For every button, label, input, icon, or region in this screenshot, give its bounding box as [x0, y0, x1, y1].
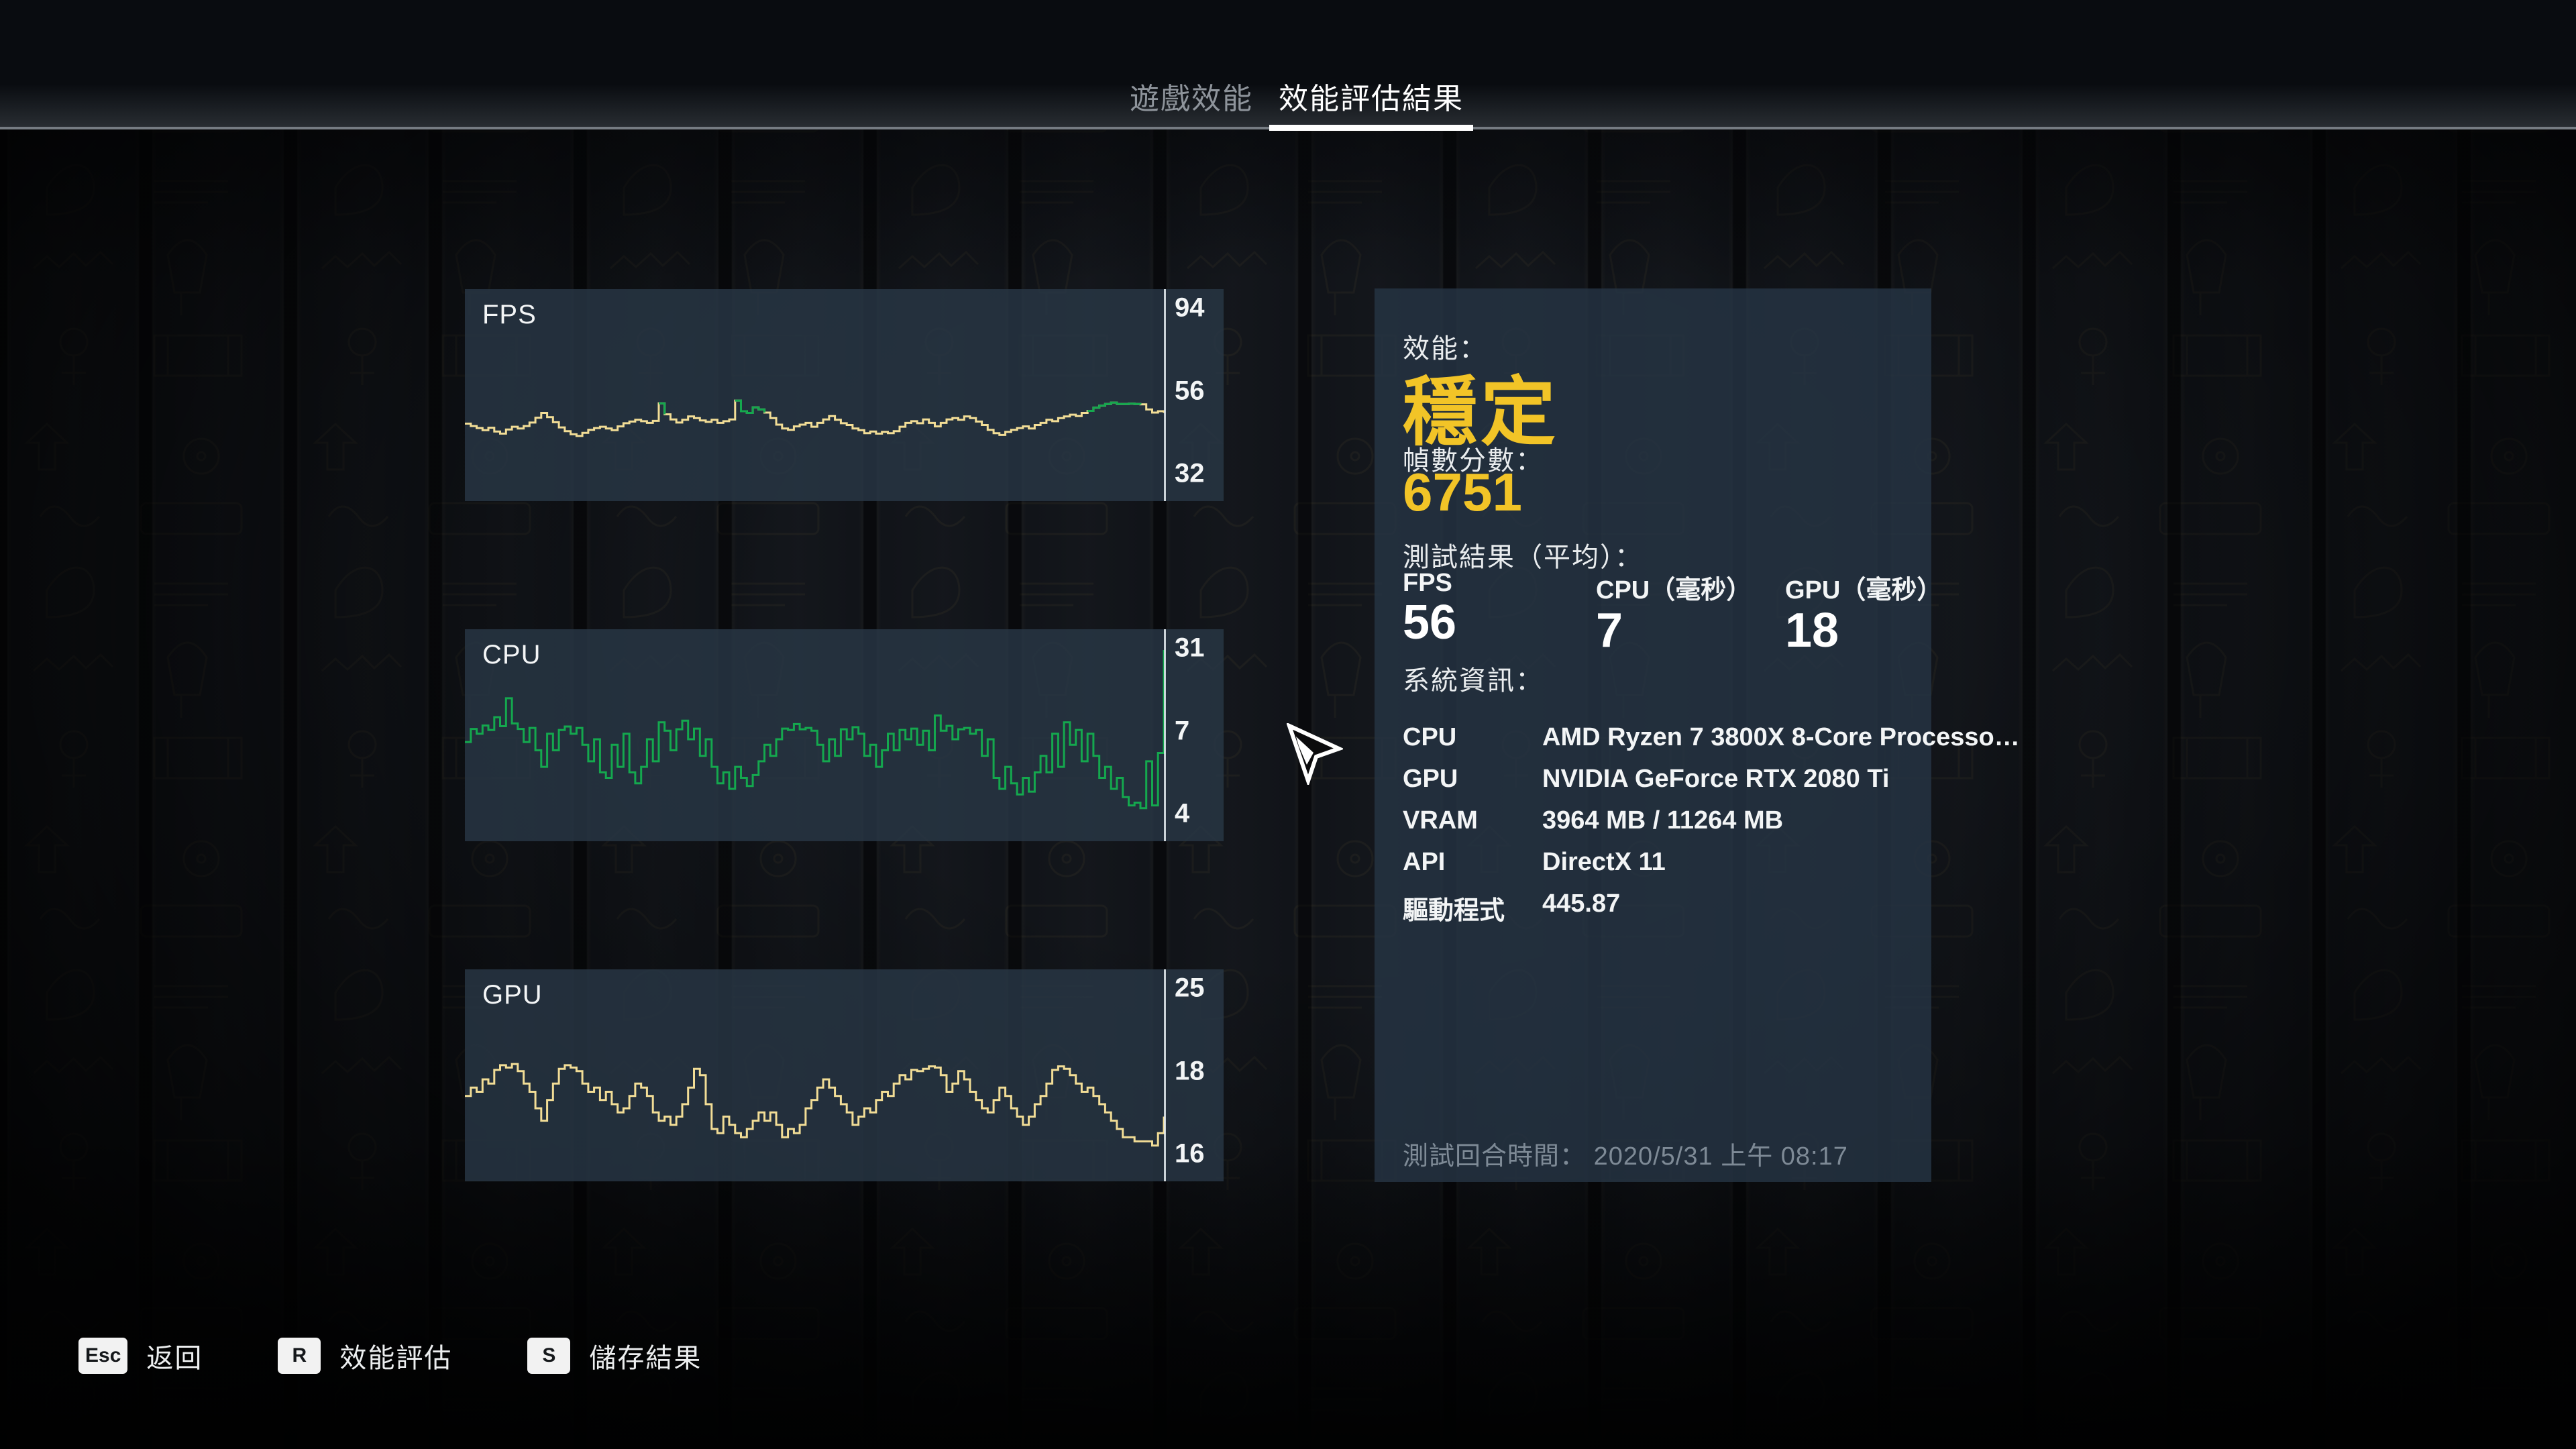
system-info-row-api: API DirectX 11 [1403, 848, 1913, 890]
fps-chart-panel: FPS 94 56 32 [465, 289, 1224, 501]
average-fps-value: 56 [1403, 596, 1457, 649]
performance-value: 穩定 [1403, 370, 1558, 454]
system-cpu-value: AMD Ryzen 7 3800X 8-Core Processo… [1542, 723, 2020, 751]
r-keycap: R [278, 1338, 321, 1374]
hotkey-return[interactable]: Esc 返回 [78, 1336, 203, 1375]
gpu-chart-title: GPU [482, 980, 543, 1010]
fps-axis-avg: 56 [1175, 376, 1205, 406]
system-api-value: DirectX 11 [1542, 848, 1666, 876]
gpu-axis-max: 25 [1175, 973, 1205, 1003]
average-gpu-value: 18 [1785, 604, 1839, 657]
system-driver-label: 驅動程式 [1403, 897, 1505, 925]
system-info-row-vram: VRAM 3964 MB / 11264 MB [1403, 806, 1913, 848]
hotkey-save-results[interactable]: S 儲存結果 [527, 1336, 702, 1375]
system-gpu-label: GPU [1403, 765, 1458, 793]
tab-benchmark-results-label: 效能評估結果 [1279, 83, 1464, 115]
timestamp-value: 2020/5/31 上午 08:17 [1593, 1142, 1848, 1171]
tab-benchmark-results[interactable]: 效能評估結果 [1269, 78, 1473, 131]
gpu-line-chart [465, 1063, 1165, 1147]
average-cpu-stat: CPU（毫秒） 7 [1596, 569, 1752, 657]
fps-chart-title: FPS [482, 300, 537, 329]
frame-score-value: 6751 [1403, 462, 1522, 522]
average-gpu-label: GPU（毫秒） [1785, 576, 1943, 604]
average-cpu-value: 7 [1596, 604, 1623, 657]
gpu-axis-min: 16 [1175, 1138, 1205, 1169]
hotkey-save-results-label: 儲存結果 [589, 1344, 702, 1373]
cpu-axis-line [1164, 629, 1166, 841]
frame-score-label: 幀數分數： [1403, 446, 1544, 476]
system-cpu-label: CPU [1403, 723, 1457, 751]
gpu-axis-line [1164, 969, 1166, 1181]
s-keycap: S [527, 1338, 571, 1374]
hotkey-bar: Esc 返回 R 效能評估 S 儲存結果 [78, 1336, 702, 1375]
average-cpu-label: CPU（毫秒） [1596, 576, 1752, 604]
fps-line-chart [465, 399, 1165, 437]
system-vram-value: 3964 MB / 11264 MB [1542, 806, 1784, 835]
fps-axis-min: 32 [1175, 458, 1205, 488]
system-info-section-label: 系統資訊： [1403, 666, 1544, 696]
system-info-row-driver: 驅動程式 445.87 [1403, 890, 1913, 931]
cpu-axis-max: 31 [1175, 633, 1205, 663]
system-gpu-value: NVIDIA GeForce RTX 2080 Ti [1542, 765, 1890, 793]
esc-keycap: Esc [78, 1338, 128, 1374]
averages-section-label: 測試結果（平均）： [1403, 543, 1643, 572]
average-fps-label: FPS [1403, 569, 1452, 597]
cpu-chart-title: CPU [482, 640, 541, 669]
system-driver-value: 445.87 [1542, 890, 1621, 918]
system-api-label: API [1403, 848, 1446, 876]
timestamp-label: 測試回合時間： [1403, 1142, 1587, 1171]
system-vram-label: VRAM [1403, 806, 1478, 835]
fps-axis-max: 94 [1175, 292, 1205, 323]
cpu-axis-min: 4 [1175, 798, 1190, 828]
hotkey-benchmark[interactable]: R 效能評估 [278, 1336, 452, 1375]
performance-label: 效能： [1403, 334, 1487, 364]
gpu-chart-panel: GPU 25 18 16 [465, 969, 1224, 1181]
active-tab-underline [1269, 125, 1473, 131]
benchmark-timestamp: 測試回合時間： 2020/5/31 上午 08:17 [1403, 1135, 1848, 1172]
hotkey-return-label: 返回 [146, 1344, 203, 1373]
top-tab-bar: 遊戲效能 效能評估結果 [0, 0, 2576, 131]
fps-axis-line [1164, 289, 1166, 501]
gpu-axis-avg: 18 [1175, 1056, 1205, 1086]
hotkey-benchmark-label: 效能評估 [339, 1344, 453, 1373]
results-panel: 效能： 穩定 幀數分數： 6751 測試結果（平均）： FPS 56 CPU（毫… [1375, 288, 2020, 1182]
cpu-chart-panel: CPU 31 7 4 [465, 629, 1224, 841]
cpu-line-chart [465, 650, 1165, 810]
system-info-row-gpu: GPU NVIDIA GeForce RTX 2080 Ti [1403, 765, 1913, 806]
tab-game-performance[interactable]: 遊戲效能 [1130, 83, 1253, 115]
average-fps-stat: FPS 56 [1403, 569, 1456, 649]
mouse-cursor [1287, 723, 1343, 785]
system-info-row-cpu: CPU AMD Ryzen 7 3800X 8-Core Processo… [1403, 723, 2020, 765]
cpu-axis-avg: 7 [1175, 716, 1190, 746]
average-gpu-stat: GPU（毫秒） 18 [1785, 569, 1942, 657]
